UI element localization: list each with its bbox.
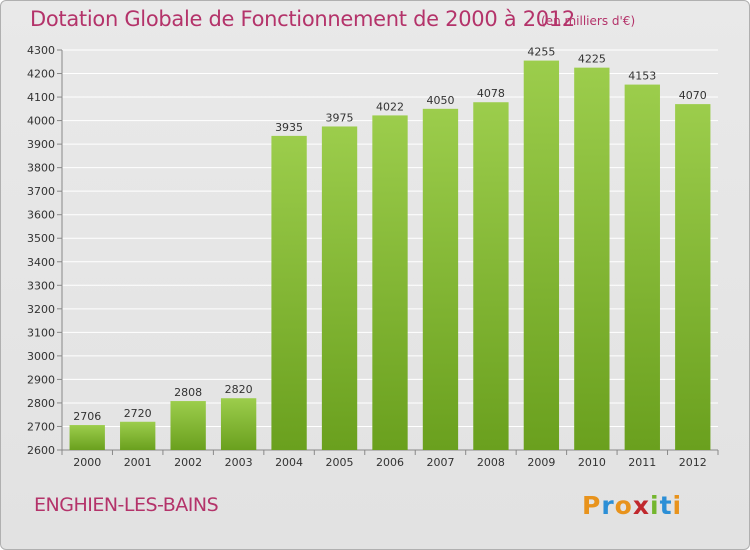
- logo-letter: i: [672, 491, 683, 520]
- data-label: 4050: [426, 94, 454, 107]
- bars: [69, 60, 711, 451]
- logo-letter: P: [582, 491, 602, 520]
- logo-letter: x: [632, 491, 650, 520]
- y-tick-label: 3100: [27, 326, 55, 339]
- y-tick-label: 4100: [27, 91, 55, 104]
- logo-letter: o: [614, 491, 633, 520]
- x-tick-label: 2005: [326, 456, 354, 469]
- y-tick-label: 3700: [27, 185, 55, 198]
- y-tick-label: 3400: [27, 256, 55, 269]
- data-label: 3935: [275, 121, 303, 134]
- x-tick-label: 2004: [275, 456, 303, 469]
- bar: [372, 115, 408, 450]
- y-tick-label: 2600: [27, 444, 55, 457]
- y-tick-label: 2900: [27, 373, 55, 386]
- x-tick-label: 2009: [527, 456, 555, 469]
- bar: [321, 126, 358, 451]
- y-tick-label: 3000: [27, 350, 55, 363]
- y-tick-label: 3800: [27, 162, 55, 175]
- proxiti-logo[interactable]: Proxiti: [582, 491, 682, 520]
- x-tick-label: 2001: [124, 456, 152, 469]
- bar: [624, 84, 660, 451]
- bar: [69, 425, 105, 450]
- labels: 2706 2720 2808 2820 3935 3975 4022 4050 4078 4255…: [73, 46, 707, 423]
- x-tick-label: 2003: [225, 456, 253, 469]
- x-tick-label: 2002: [174, 456, 202, 469]
- bar: [523, 60, 560, 451]
- chart-title: Dotation Globale de Fonctionnement de 20…: [30, 7, 575, 31]
- y-tick-label: 3500: [27, 232, 55, 245]
- x-tick-label: 2012: [679, 456, 707, 469]
- bar: [422, 108, 459, 450]
- logo-letter: t: [659, 491, 673, 520]
- x-tick-label: 2000: [73, 456, 101, 469]
- y-tick-label: 3300: [27, 279, 55, 292]
- y-tick-label: 3200: [27, 303, 55, 316]
- data-label: 4070: [679, 89, 707, 102]
- data-label: 4153: [628, 70, 656, 83]
- data-label: 3975: [326, 111, 354, 124]
- y-tick-label: 3600: [27, 209, 55, 222]
- bar: [120, 421, 156, 450]
- data-label: 2820: [225, 383, 253, 396]
- commune-name: ENGHIEN-LES-BAINS: [34, 494, 219, 516]
- logo-letter: r: [601, 491, 615, 520]
- x-tick-label: 2008: [477, 456, 505, 469]
- x-tick-label: 2006: [376, 456, 404, 469]
- bar: [271, 135, 307, 450]
- bar: [220, 398, 257, 450]
- y-tick-label: 4000: [27, 115, 55, 128]
- logo-letter: i: [650, 491, 660, 520]
- data-label: 2706: [73, 410, 101, 423]
- y-tick-label: 3900: [27, 138, 55, 151]
- data-label: 4078: [477, 87, 505, 100]
- data-label: 4255: [527, 46, 555, 59]
- x-tick-label: 2011: [628, 456, 656, 469]
- data-label: 2720: [124, 407, 152, 420]
- data-label: 2808: [174, 386, 202, 399]
- y-tick-label: 4300: [27, 44, 55, 57]
- x-tick-label: 2007: [426, 456, 454, 469]
- bar: [675, 104, 711, 450]
- chart-unit: (en milliers d'€): [541, 14, 636, 28]
- y-tick-label: 2800: [27, 397, 55, 410]
- bar: [574, 67, 610, 450]
- y-tick-label: 2700: [27, 420, 55, 433]
- y-tick-label: 4200: [27, 68, 55, 81]
- x-tick-label: 2010: [578, 456, 606, 469]
- bar: [170, 401, 206, 450]
- data-label: 4022: [376, 100, 404, 113]
- bar: [473, 102, 509, 450]
- data-label: 4225: [578, 53, 606, 66]
